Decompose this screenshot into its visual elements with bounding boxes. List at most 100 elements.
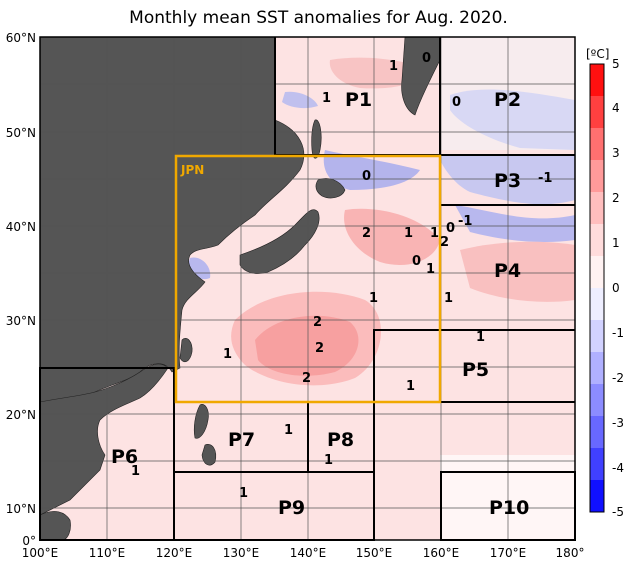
contour-label: 2 [302,371,311,386]
cool-anomaly-p4 [455,205,575,243]
contour-label: 0 [412,254,421,269]
contour-label: 0 [422,51,431,66]
taiwan [179,338,193,363]
japan-honshu [239,209,320,274]
contour-label: 2 [315,341,324,356]
lat-label-0: 0° [22,534,36,548]
contour-label: 1 [131,464,140,479]
malay-peninsula [40,511,71,540]
contour-label: 2 [440,235,449,250]
lon-label-150: 150°E [356,546,393,560]
region-label-p10: P10 [489,497,529,519]
region-label-p6: P6 [111,446,138,468]
region-label-p1: P1 [345,89,372,111]
contour-label: -1 [458,214,472,229]
colorbar-cell [590,384,604,417]
contour-label: 0 [446,221,455,236]
colorbar-cell [590,480,604,513]
contour-label: 2 [313,315,322,330]
region-label-p7: P7 [228,429,255,451]
region-label-p2: P2 [494,89,521,111]
contour-label: 1 [389,59,398,74]
longitude-labels: 100°E 110°E 120°E 130°E 140°E 150°E 160°… [22,546,585,560]
colorbar-tick: -1 [612,326,624,340]
lat-label-30: 30°N [6,314,36,328]
colorbar-tick: 2 [612,191,620,205]
contour-label: 1 [322,91,331,106]
colorbar-cell [590,64,604,97]
cool-anomaly-p1-west [282,91,318,109]
region-label-p9: P9 [278,497,305,519]
lon-label-100: 100°E [22,546,59,560]
colorbar-tick: -4 [612,461,624,475]
colorbar-cell [590,128,604,161]
contour-label: 0 [452,95,461,110]
near-zero-area-p10 [440,455,575,540]
contour-label: 1 [284,423,293,438]
contour-label: 1 [430,226,439,241]
colorbar-cell [590,224,604,257]
colorbar-cell [590,448,604,481]
lon-label-110: 110°E [89,546,126,560]
contour-label: 0 [362,169,371,184]
region-label-p8: P8 [327,429,354,451]
warm-anomaly-core [255,315,359,376]
colorbar-frame [589,63,605,513]
map-title: Monthly mean SST anomalies for Aug. 2020… [129,8,508,28]
mindanao [201,444,217,466]
cool-anomaly-okhotsk [323,150,420,190]
lat-label-50: 50°N [6,126,36,140]
region-label-p5: P5 [462,359,489,381]
colorbar-tick: 1 [612,236,620,250]
contour-label: 1 [239,486,248,501]
colorbar-tick: 4 [612,101,620,115]
colorbar-ticks: 5 4 3 2 1 0 -1 -2 -3 -4 -5 [612,57,624,519]
lat-label-60: 60°N [6,31,36,45]
p5-box-top [373,329,575,402]
cool-anomaly-p2 [450,89,575,150]
contour-label: 1 [324,453,333,468]
warm-anomaly-p4 [460,241,575,302]
cool-anomaly-p3 [440,155,575,205]
lon-label-120: 120°E [156,546,193,560]
contour-label: 1 [476,330,485,345]
colorbar [590,64,604,513]
colorbar-tick: -5 [612,505,624,519]
lat-label-10: 10°N [6,502,36,516]
lat-label-40: 40°N [6,220,36,234]
colorbar-cell [590,288,604,321]
sakhalin [311,119,322,159]
contour-label: 1 [404,226,413,241]
colorbar-tick: 3 [612,146,620,160]
colorbar-tick: 0 [612,281,620,295]
contour-label: 1 [426,262,435,277]
contour-label: -1 [538,171,552,186]
colorbar-cell [590,160,604,193]
lon-label-180: 180° [556,546,585,560]
jpn-label: JPN [180,163,204,177]
colorbar-cell [590,192,604,225]
jpn-box [174,154,442,404]
contour-label: 1 [406,379,415,394]
colorbar-tick: -3 [612,416,624,430]
colorbar-cell [590,256,604,289]
contour-labels: 1 0 1 0 0 -1 0 2 1 1 -1 2 0 1 1 1 2 2 2 … [131,51,552,501]
colorbar-unit: [ºC] [586,47,609,61]
contour-label: 2 [362,226,371,241]
colorbar-tick: -2 [612,371,624,385]
contour-label: 1 [369,291,378,306]
land [40,37,441,540]
kamchatka [401,37,441,116]
colorbar-cell [590,96,604,129]
colorbar-cell [590,320,604,353]
colorbar-cell [590,416,604,449]
colorbar-tick: 5 [612,57,620,71]
lon-label-130: 130°E [223,546,260,560]
japan-hokkaido [315,178,346,199]
warm-anomaly-north [344,208,440,266]
latitude-labels: 60°N 50°N 40°N 30°N 20°N 10°N 0° [6,31,36,548]
lon-label-160: 160°E [423,546,460,560]
indochina [40,363,169,516]
luzon [193,404,209,439]
